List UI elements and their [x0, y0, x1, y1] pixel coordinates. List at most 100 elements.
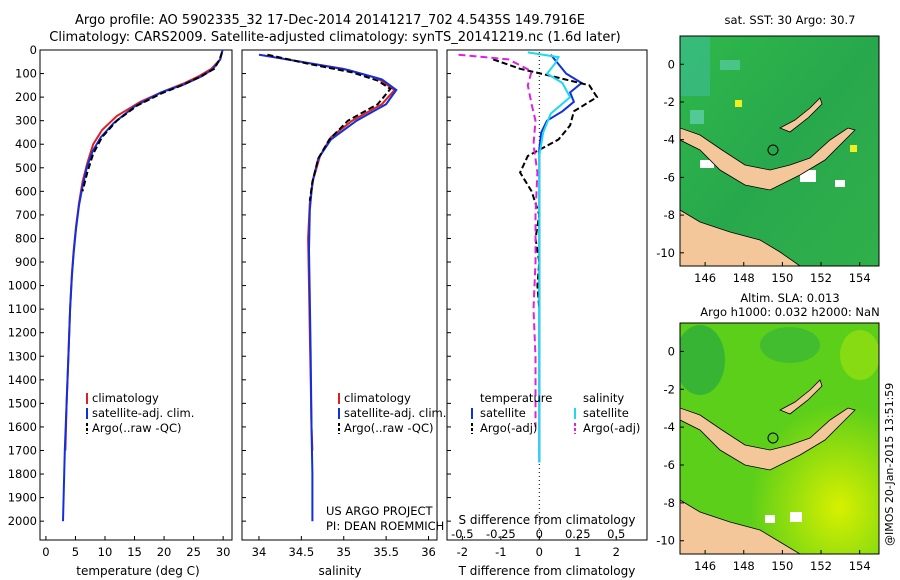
salinity-x-axis: 34 34.5 35 35.5 36 [252, 536, 436, 559]
map-x-tick-label: 150 [771, 271, 793, 285]
sla-nodata [765, 515, 775, 523]
y-tick-label: 200 [15, 90, 37, 104]
sla-low-anomaly [680, 325, 725, 395]
header-line1: Argo profile: AO 5902335_32 17-Dec-2014 … [75, 13, 585, 28]
salinity-panel [241, 49, 438, 541]
legend-label-satellite: satellite-adj. clim. [344, 406, 446, 420]
temperature-legend: climatology satellite-adj. clim. Argo(..… [86, 391, 194, 435]
timestamp: @IMOS 20-Jan-2015 13:51:59 [883, 383, 896, 546]
new-guinea-land [680, 407, 856, 471]
x-tick-label: -2 [457, 545, 468, 559]
x-tick-label: -1 [495, 545, 506, 559]
coast-land [680, 499, 801, 554]
y-tick-label: 100 [15, 67, 37, 81]
sst-map [680, 36, 879, 266]
map-y-tick-label: -6 [664, 458, 675, 472]
legend-label-climatology: climatology [92, 391, 159, 405]
map-y-tick-label: -4 [664, 133, 675, 147]
x-tick-label: 34 [252, 545, 267, 559]
difference-panel [446, 49, 648, 541]
top-tick-label: 0.25 [565, 527, 591, 541]
difference-xlabel: T difference from climatology [458, 564, 636, 578]
difference-legend: temperature satellite Argo(-adj) salinit… [471, 391, 640, 435]
argo-position-marker [767, 432, 779, 444]
argo-position-marker [767, 144, 779, 156]
map-y-tick-label: -2 [664, 382, 675, 396]
sla-map-axes: 146 148 150 152 154 0 -2 -4 -6 -8 -10 [656, 344, 870, 573]
new-britain-land [779, 97, 823, 133]
sst-patch [690, 110, 704, 124]
map-x-tick-label: 152 [810, 271, 832, 285]
temperature-series [62, 49, 224, 522]
x-tick-label: 15 [127, 545, 142, 559]
x-tick-label: 20 [157, 545, 172, 559]
sla-map-frame [679, 322, 880, 555]
y-tick-label: 300 [15, 114, 37, 128]
x-tick-label: 35 [336, 545, 351, 559]
y-tick-label: 0 [30, 43, 37, 57]
map-x-tick-label: 148 [733, 271, 755, 285]
map-y-tick-label: -8 [664, 496, 675, 510]
x-tick-label: 2 [613, 545, 620, 559]
map-y-tick-label: 0 [668, 57, 675, 71]
sst-patch [735, 100, 742, 107]
sla-nodata [790, 512, 802, 522]
y-tick-label: 1000 [8, 279, 37, 293]
top-tick-label: 0.5 [607, 527, 625, 541]
series-line-argo-raw-qc- [267, 53, 392, 201]
sla-map [680, 323, 879, 554]
x-tick-label: 10 [98, 545, 113, 559]
top-tick-label: -0.25 [486, 527, 516, 541]
salinity-xlabel: salinity [318, 564, 361, 578]
sla-map-subtitle: Argo h1000: 0.032 h2000: NaN [700, 305, 879, 319]
map-x-tick-label: 154 [849, 271, 871, 285]
difference-series [458, 51, 599, 463]
temperature-x-axis: 0 5 10 15 20 25 30 [42, 536, 230, 559]
sla-low-anomaly [760, 327, 820, 363]
y-tick-label: 900 [15, 255, 37, 269]
depth-axis: 0 100 200 300 400 500 600 700 800 900 1000 1100 1200… [8, 43, 451, 528]
map-y-tick-label: -6 [664, 170, 675, 184]
legend-label-argo: Argo(..raw -QC) [344, 421, 434, 435]
legend-label-temp-argo: Argo(-adj) [480, 421, 537, 435]
top-tick-label: 0 [536, 527, 543, 541]
sst-nodata [835, 180, 845, 187]
y-tick-label: 2000 [8, 514, 37, 528]
sst-patch [720, 60, 740, 70]
x-tick-label: 25 [186, 545, 201, 559]
legend-label-temp-satellite: satellite [480, 406, 526, 420]
map-x-tick-label: 150 [771, 559, 793, 573]
series-line-salinity-satellite [527, 51, 572, 463]
map-y-tick-label: -4 [664, 420, 675, 434]
y-tick-label: 400 [15, 137, 37, 151]
map-y-tick-label: -8 [664, 208, 675, 222]
new-guinea-land [680, 127, 856, 191]
y-tick-label: 1300 [8, 349, 37, 363]
sla-map-title: Altim. SLA: 0.013 [740, 291, 839, 305]
x-tick-label: 35.5 [373, 545, 399, 559]
x-tick-label: 36 [421, 545, 436, 559]
salinity-legend: climatology satellite-adj. clim. Argo(..… [338, 391, 446, 435]
map-x-tick-label: 148 [733, 559, 755, 573]
map-x-tick-label: 154 [849, 559, 871, 573]
map-y-tick-label: 0 [668, 344, 675, 358]
x-tick-label: 1 [574, 545, 581, 559]
sst-patch [850, 145, 857, 152]
y-tick-label: 1800 [8, 467, 37, 481]
series-line-argo-raw-qc- [81, 52, 223, 192]
y-tick-label: 600 [15, 184, 37, 198]
header-line2: Climatology: CARS2009. Satellite-adjuste… [49, 30, 621, 45]
sst-map-frame [679, 35, 880, 267]
credit-line1: US ARGO PROJECT [326, 504, 434, 518]
new-britain-land [779, 379, 823, 415]
series-line-salinity-argo-adj- [458, 53, 539, 427]
sst-warm-patch [680, 36, 710, 96]
sst-map-title: sat. SST: 30 Argo: 30.7 [725, 13, 856, 27]
credit-line2: PI: DEAN ROEMMICH [326, 519, 444, 533]
top-tick-label: -0.5 [451, 527, 473, 541]
series-line-temperature-argo-adj- [492, 58, 599, 310]
map-x-tick-label: 152 [810, 559, 832, 573]
y-tick-label: 500 [15, 161, 37, 175]
map-y-tick-label: -10 [656, 246, 675, 260]
y-tick-label: 1500 [8, 396, 37, 410]
